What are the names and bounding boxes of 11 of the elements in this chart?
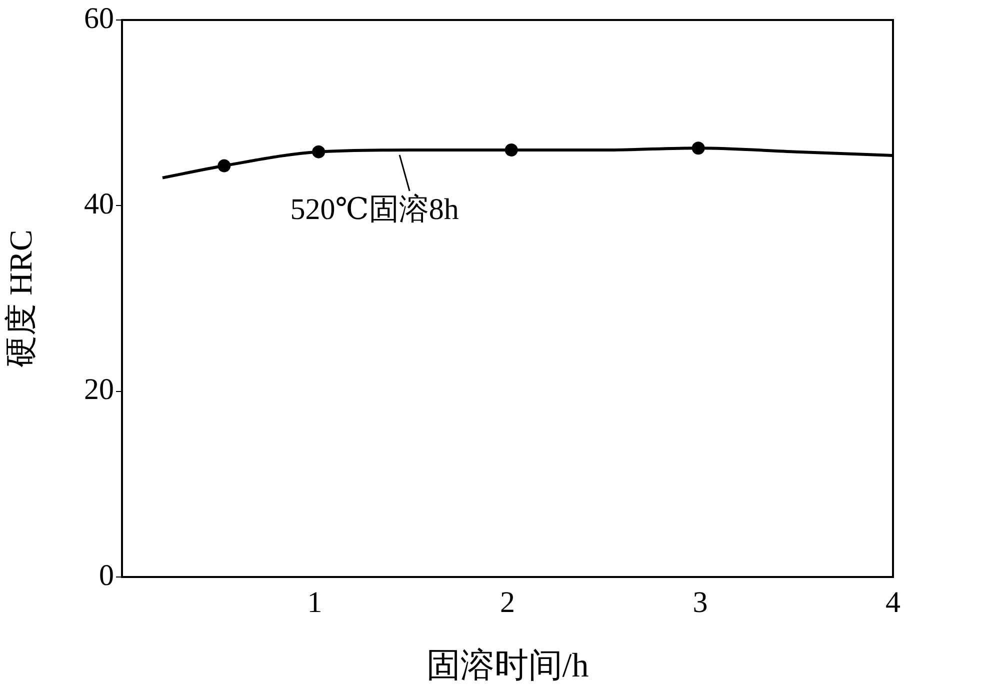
y-tick-label: 40 — [84, 188, 114, 221]
y-tick-label: 20 — [84, 373, 114, 406]
y-axis-title: 硬度 HRC — [2, 230, 39, 368]
x-tick-label: 4 — [886, 586, 900, 619]
y-tick-label: 60 — [84, 2, 114, 35]
x-tick-label: 3 — [692, 586, 708, 619]
x-axis-title: 固溶时间/h — [426, 648, 589, 685]
y-tick-label: 0 — [99, 558, 114, 592]
x-tick-label: 2 — [500, 586, 515, 619]
x-tick-label: 1 — [307, 586, 322, 619]
annotation: 520℃固溶8h — [290, 192, 459, 226]
